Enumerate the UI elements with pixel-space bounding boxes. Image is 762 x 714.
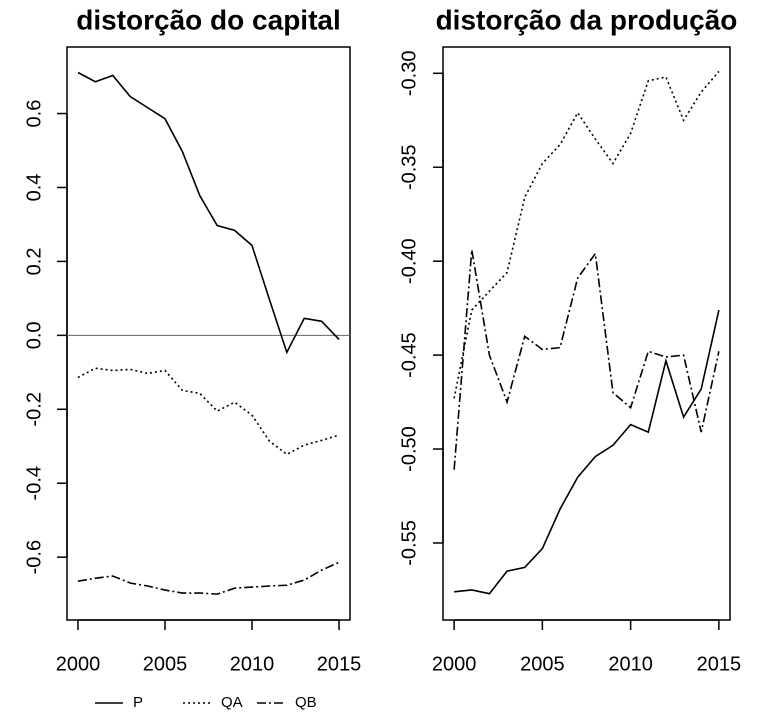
y-tick-label: 0.2 (23, 248, 45, 276)
y-tick-label: -0.4 (23, 466, 45, 500)
x-tick-label: 2000 (432, 653, 477, 675)
data-line (77, 367, 340, 456)
data-line (77, 561, 340, 595)
y-tick-label: -0.30 (398, 51, 420, 97)
legend-label: P (133, 694, 143, 711)
x-tick-label: 2010 (608, 653, 653, 675)
panel-title: distorção do capital (76, 4, 341, 35)
x-tick-label: 2005 (143, 653, 188, 675)
legend-label: QB (295, 694, 317, 711)
y-tick-label: 0.0 (23, 321, 45, 349)
legend-label: QA (221, 694, 243, 711)
data-line (454, 309, 720, 595)
data-line (453, 249, 720, 470)
x-tick-label: 2015 (317, 653, 362, 675)
y-tick-label: -0.40 (398, 238, 420, 284)
x-tick-label: 2000 (56, 653, 101, 675)
y-tick-label: 0.4 (23, 174, 45, 202)
y-tick-label: -0.6 (23, 540, 45, 574)
x-tick-label: 2015 (697, 653, 742, 675)
plot-box (442, 46, 731, 621)
y-tick-label: -0.2 (23, 392, 45, 426)
y-tick-label: -0.50 (398, 426, 420, 472)
y-tick-label: -0.35 (398, 144, 420, 190)
y-tick-label: 0.6 (23, 100, 45, 128)
y-tick-label: -0.55 (398, 520, 420, 566)
x-tick-label: 2010 (230, 653, 275, 675)
panel-title: distorção da produção (436, 4, 738, 35)
y-tick-label: -0.45 (398, 332, 420, 378)
plot-box (66, 46, 351, 621)
x-tick-label: 2005 (520, 653, 565, 675)
data-line (453, 70, 720, 399)
data-line (77, 71, 340, 355)
